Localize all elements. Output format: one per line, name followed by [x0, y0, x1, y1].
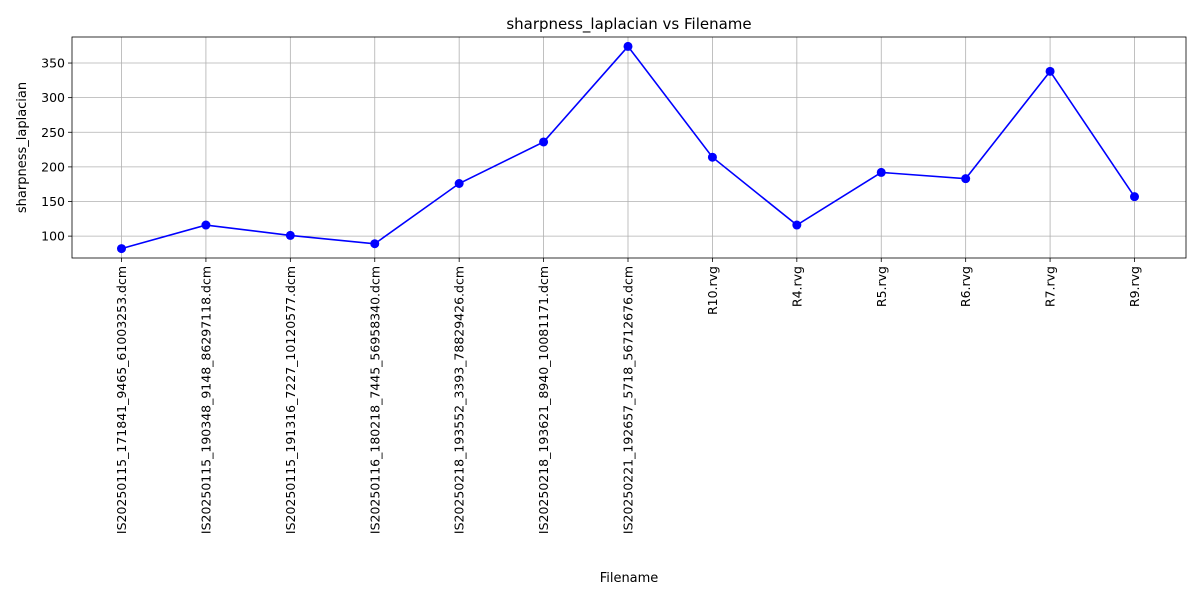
x-tick-label: R5.rvg — [874, 266, 889, 307]
x-tick-label: IS20250115_191316_7227_10120577.dcm — [283, 266, 298, 534]
data-point — [539, 137, 549, 147]
x-tick-label: IS20250115_190348_9148_86297118.dcm — [198, 266, 213, 534]
x-axis-label: Filename — [600, 571, 659, 586]
y-tick-label: 150 — [41, 194, 65, 209]
data-point — [201, 220, 211, 230]
data-point — [370, 239, 380, 249]
data-point — [792, 220, 802, 230]
x-tick-label: IS20250218_193621_8940_10081171.dcm — [536, 266, 551, 534]
series — [117, 41, 1139, 254]
data-point — [1045, 66, 1055, 76]
y-tick-label: 250 — [41, 125, 65, 140]
x-tick-label: IS20250218_193552_3393_78829426.dcm — [452, 266, 467, 534]
x-tick-label: R7.rvg — [1043, 266, 1058, 307]
chart-title: sharpness_laplacian vs Filename — [506, 15, 751, 34]
x-tick-label: R9.rvg — [1127, 266, 1142, 307]
data-point — [1130, 192, 1139, 202]
x-tick-label: IS20250115_171841_9465_61003253.dcm — [114, 266, 129, 534]
y-tick-label: 350 — [41, 56, 65, 71]
y-tick-label: 100 — [41, 229, 65, 244]
axis-ticks: IS20250115_171841_9465_61003253.dcm IS202… — [41, 56, 1142, 535]
data-point — [623, 41, 633, 51]
data-point — [454, 179, 464, 189]
data-point — [285, 230, 295, 240]
y-tick-label: 200 — [41, 159, 65, 174]
data-point — [117, 244, 126, 254]
y-axis-label: sharpness_laplacian — [15, 82, 30, 213]
x-tick-label: R6.rvg — [958, 266, 973, 307]
x-tick-label: R10.rvg — [705, 266, 720, 315]
x-tick-label: IS20250116_180218_7445_56958340.dcm — [367, 266, 382, 534]
data-point — [876, 167, 886, 177]
data-point — [961, 174, 971, 184]
x-tick-label: IS20250221_192657_5718_56712676.dcm — [621, 266, 636, 534]
plot-frame — [71, 36, 1187, 259]
data-point — [707, 152, 717, 162]
x-tick-label: R4.rvg — [789, 266, 804, 307]
y-tick-label: 300 — [41, 90, 65, 105]
grid — [72, 37, 1186, 258]
